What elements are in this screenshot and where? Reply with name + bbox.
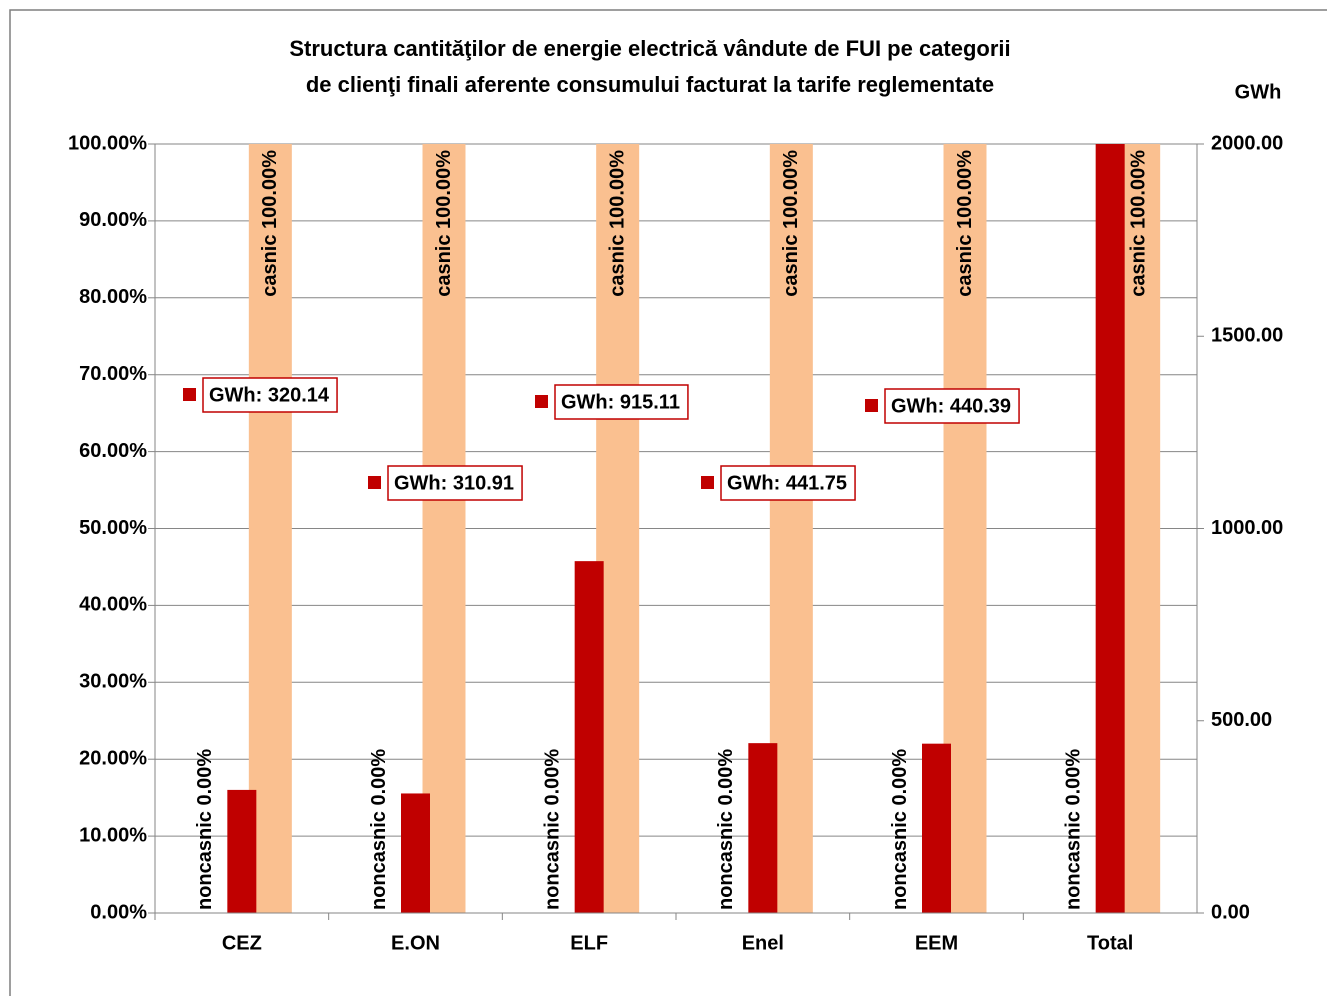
data-label: noncasnic 0.00%	[715, 749, 737, 910]
bar	[248, 144, 292, 913]
data-label: casnic 100.00%	[433, 150, 455, 297]
data-label: casnic 100.00%	[259, 150, 281, 297]
chart-title: Structura cantităţilor de energie electr…	[289, 36, 1010, 61]
x-tick-label: Enel	[742, 932, 784, 954]
x-tick-label: CEZ	[222, 932, 262, 954]
x-tick-label: Total	[1087, 932, 1133, 954]
data-label: GWh: 310.91	[394, 472, 514, 494]
plot-bars	[227, 144, 1161, 913]
data-label: noncasnic 0.00%	[194, 749, 216, 910]
data-label: casnic 100.00%	[1127, 150, 1149, 297]
data-label: noncasnic 0.00%	[1062, 749, 1084, 910]
y-tick-label: 60.00%	[79, 440, 147, 462]
data-label: GWh: 915.11	[561, 391, 680, 413]
bar	[422, 144, 466, 913]
x-tick-label: E.ON	[391, 932, 440, 954]
data-label: noncasnic 0.00%	[541, 749, 563, 910]
label-box	[202, 377, 338, 413]
gwh-bar	[1095, 144, 1125, 913]
x-tick-label: EEM	[915, 932, 958, 954]
label-box	[884, 388, 1020, 424]
y-tick-label: 50.00%	[79, 517, 147, 539]
y-tick-label: 10.00%	[79, 824, 147, 846]
data-label: GWh: 440.39	[891, 395, 1011, 417]
y2-tick-label: 2000.00	[1211, 132, 1283, 154]
data-label: casnic 100.00%	[606, 150, 628, 297]
y-tick-label: 100.00%	[68, 132, 147, 154]
data-label: GWh: 441.75	[727, 472, 847, 494]
y2-tick-label: 500.00	[1211, 709, 1272, 731]
gwh-bar	[922, 743, 951, 913]
y-tick-label: 80.00%	[79, 286, 147, 308]
y-tick-label: 40.00%	[79, 594, 147, 616]
y-tick-label: 90.00%	[79, 209, 147, 231]
x-tick-label: ELF	[570, 932, 608, 954]
gwh-bar	[748, 743, 778, 913]
data-label: GWh: 320.14	[209, 384, 330, 406]
label-key	[701, 476, 714, 489]
y2-tick-label: 1500.00	[1211, 325, 1283, 347]
label-key	[535, 395, 548, 408]
label-key	[368, 476, 381, 489]
label-box	[387, 465, 523, 501]
gwh-bar	[574, 561, 604, 913]
y2-axis-title: GWh	[1235, 81, 1282, 103]
y2-tick-label: 0.00	[1211, 901, 1250, 923]
y2-tick-label: 1000.00	[1211, 517, 1283, 539]
data-label: casnic 100.00%	[780, 150, 802, 297]
y-tick-label: 70.00%	[79, 363, 147, 385]
chart-title: de clienţi finali aferente consumului fa…	[306, 72, 994, 97]
gwh-bar	[401, 793, 430, 913]
label-key	[183, 388, 196, 401]
y-tick-label: 20.00%	[79, 747, 147, 769]
y-tick-label: 30.00%	[79, 671, 147, 693]
label-box	[554, 384, 689, 420]
data-label: noncasnic 0.00%	[889, 749, 911, 910]
label-box	[720, 465, 856, 501]
data-label: casnic 100.00%	[954, 150, 976, 297]
data-label: noncasnic 0.00%	[368, 749, 390, 910]
label-key	[865, 399, 878, 412]
y-tick-label: 0.00%	[90, 901, 147, 923]
gwh-bar	[227, 789, 257, 913]
